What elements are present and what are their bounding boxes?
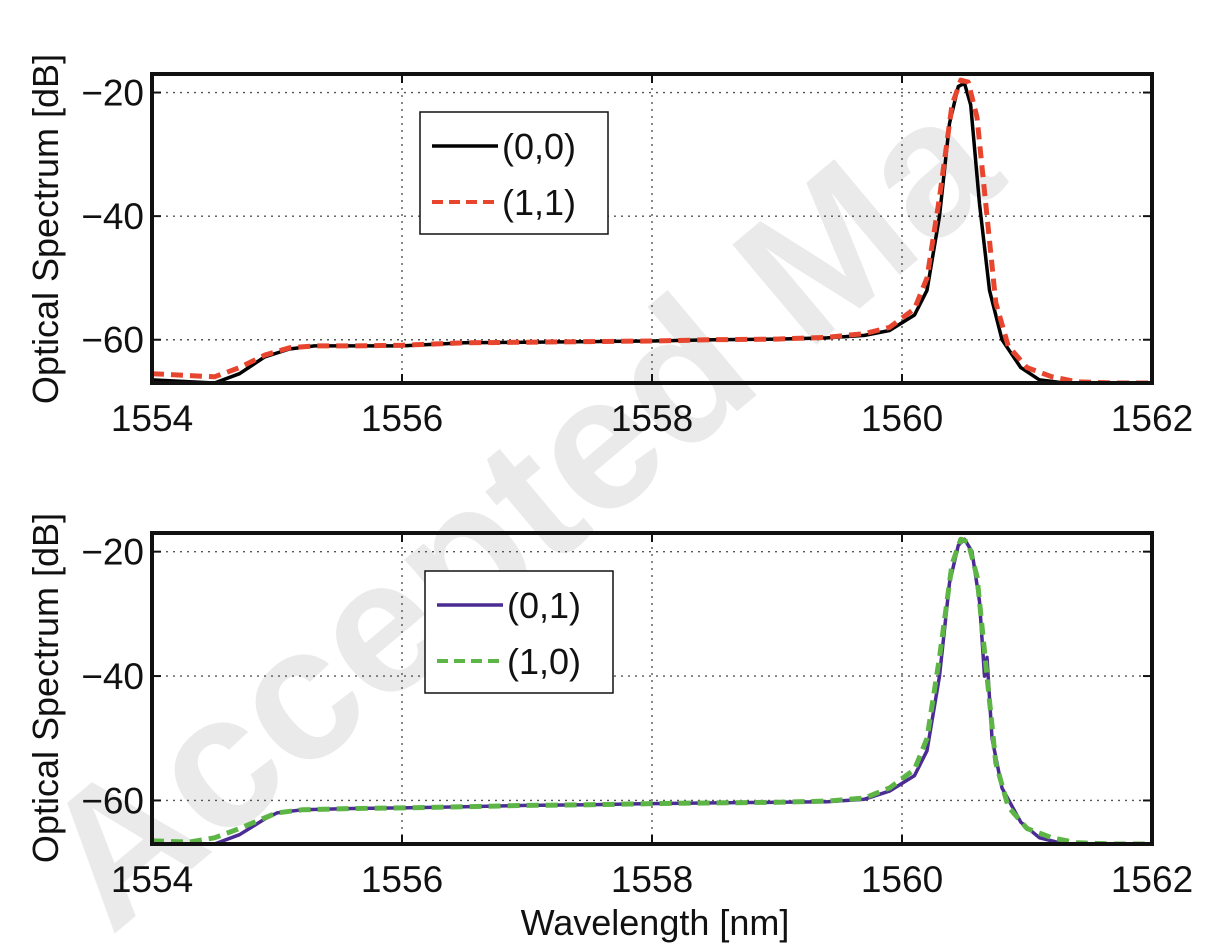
y-tick-label: −40	[81, 196, 144, 237]
y-tick-label: −20	[81, 73, 144, 114]
y-tick-label: −20	[81, 532, 144, 573]
legend-box	[419, 111, 609, 235]
y-tick-label: −40	[81, 656, 144, 697]
bottom-panel: 1554 1556 1558 1560 1562 −60 −40 −20 (0,1) (1,0)	[81, 531, 1193, 900]
x-tick-label: 1562	[1111, 398, 1193, 439]
x-tick-label: 1554	[111, 859, 193, 900]
legend-label: (1,0)	[507, 641, 581, 682]
series-line-10	[152, 536, 1152, 844]
x-axis-label: Wavelength [nm]	[521, 902, 790, 943]
y-tick-label: −60	[81, 320, 144, 361]
x-tick-label: 1562	[1111, 859, 1193, 900]
legend-box	[424, 570, 614, 694]
x-tick-label: 1558	[611, 398, 693, 439]
x-tick-label: 1554	[111, 398, 193, 439]
y-tick-label: −60	[81, 780, 144, 821]
legend-label: (0,0)	[502, 126, 576, 167]
x-tick-label: 1558	[611, 859, 693, 900]
legend-label: (0,1)	[507, 585, 581, 626]
x-tick-label: 1560	[861, 859, 943, 900]
series-line-00	[152, 81, 1152, 383]
top-panel: 1554 1556 1558 1560 1562 −60 −40 −20 (0,0) (1,1)	[81, 72, 1193, 439]
y-axis-label-top: Optical Spectrum [dB]	[25, 54, 66, 404]
x-tick-label: 1560	[861, 398, 943, 439]
series-line-01	[152, 537, 1152, 844]
x-tick-label: 1556	[361, 859, 443, 900]
legend-label: (1,1)	[502, 182, 576, 223]
y-axis-label-bottom: Optical Spectrum [dB]	[25, 513, 66, 863]
x-tick-label: 1556	[361, 398, 443, 439]
